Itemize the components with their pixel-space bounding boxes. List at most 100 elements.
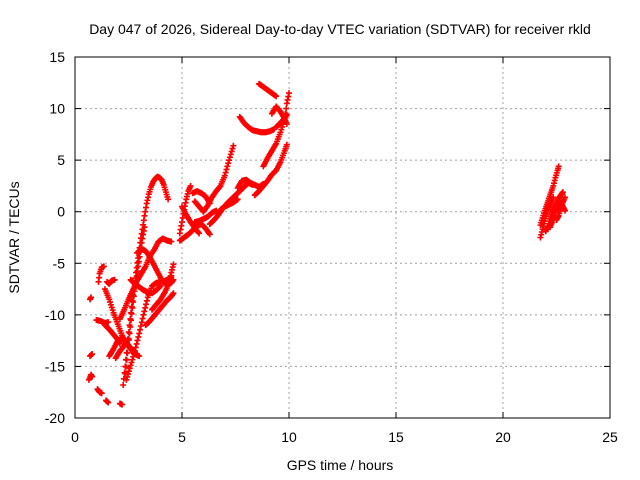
x-axis-label: GPS time / hours <box>287 457 394 473</box>
data-point <box>125 368 132 375</box>
data-point <box>89 373 96 380</box>
data-point <box>134 337 141 344</box>
data-point <box>125 336 132 343</box>
data-point <box>562 194 569 201</box>
data-point <box>128 310 135 317</box>
data-point <box>283 111 290 118</box>
y-axis-label: SDTVAR / TECUs <box>6 181 22 293</box>
data-point <box>123 356 130 363</box>
data-point <box>98 390 105 397</box>
y-tick-label: 5 <box>57 152 65 168</box>
data-point <box>206 200 213 207</box>
data-point <box>123 376 130 383</box>
data-point <box>124 350 131 357</box>
data-point <box>283 141 290 148</box>
data-point <box>143 297 150 304</box>
data-points <box>85 80 569 408</box>
data-point <box>131 288 138 295</box>
grid-lines <box>75 57 610 418</box>
plot-frame <box>74 56 611 419</box>
data-point <box>131 347 138 354</box>
data-point <box>126 365 133 372</box>
data-point <box>111 276 118 283</box>
data-point <box>130 353 137 360</box>
x-tick-label: 20 <box>495 429 511 445</box>
data-point <box>170 290 177 297</box>
y-tick-label: -20 <box>45 410 65 426</box>
x-tick-label: 5 <box>178 429 186 445</box>
data-point <box>206 231 213 238</box>
data-point <box>286 90 292 97</box>
data-point <box>119 401 126 408</box>
data-point <box>138 319 145 326</box>
y-tick-label: -15 <box>45 358 65 374</box>
data-point <box>221 172 228 179</box>
data-point <box>283 105 290 112</box>
data-point <box>100 263 107 270</box>
y-tick-label: -5 <box>53 255 66 271</box>
data-point <box>229 145 236 152</box>
data-point <box>89 351 96 358</box>
data-point <box>226 157 233 164</box>
data-point <box>141 308 148 315</box>
y-tick-label: 0 <box>57 204 65 220</box>
data-point <box>105 399 112 406</box>
data-point <box>283 121 290 128</box>
data-point <box>130 299 137 306</box>
data-point <box>550 194 557 201</box>
data-point <box>223 166 230 173</box>
x-tick-label: 0 <box>71 429 79 445</box>
data-point <box>133 340 140 347</box>
data-point <box>228 148 235 155</box>
data-point <box>559 189 566 196</box>
data-point <box>156 283 163 290</box>
data-point <box>130 293 137 300</box>
data-point <box>127 317 134 324</box>
data-point <box>157 282 164 289</box>
data-point <box>195 229 202 236</box>
data-point <box>137 322 144 329</box>
data-point <box>230 142 237 149</box>
data-point <box>222 169 229 176</box>
data-point <box>127 362 134 369</box>
data-point <box>216 183 223 190</box>
data-point <box>128 359 135 366</box>
data-point <box>123 363 130 370</box>
data-point <box>127 323 134 330</box>
data-point <box>135 333 142 340</box>
data-point <box>187 182 194 189</box>
y-tick-label: 10 <box>49 101 65 117</box>
data-point <box>234 196 241 203</box>
data-point <box>225 160 232 167</box>
data-point <box>125 371 132 378</box>
data-point <box>88 294 95 301</box>
data-point <box>141 224 148 231</box>
data-point <box>143 301 150 308</box>
data-point <box>226 154 233 161</box>
data-point <box>132 344 139 351</box>
data-point <box>129 356 136 363</box>
data-point <box>227 151 234 158</box>
data-point <box>126 330 133 337</box>
data-point <box>142 304 149 311</box>
y-tick-label: 15 <box>49 49 65 65</box>
data-point <box>170 261 177 268</box>
data-point <box>140 311 147 318</box>
data-point <box>124 373 131 380</box>
x-tick-label: 25 <box>602 429 618 445</box>
data-point <box>120 381 127 388</box>
data-point <box>224 163 231 170</box>
data-point <box>168 238 175 245</box>
data-point <box>129 304 136 311</box>
data-point <box>105 319 112 326</box>
data-point <box>136 330 143 337</box>
data-point <box>139 315 146 322</box>
data-point <box>165 196 172 203</box>
x-tick-label: 10 <box>281 429 297 445</box>
data-point <box>125 343 132 350</box>
x-tick-label: 15 <box>388 429 404 445</box>
chart-title: Day 047 of 2026, Sidereal Day-to-day VTE… <box>89 21 591 37</box>
data-point <box>196 230 203 237</box>
